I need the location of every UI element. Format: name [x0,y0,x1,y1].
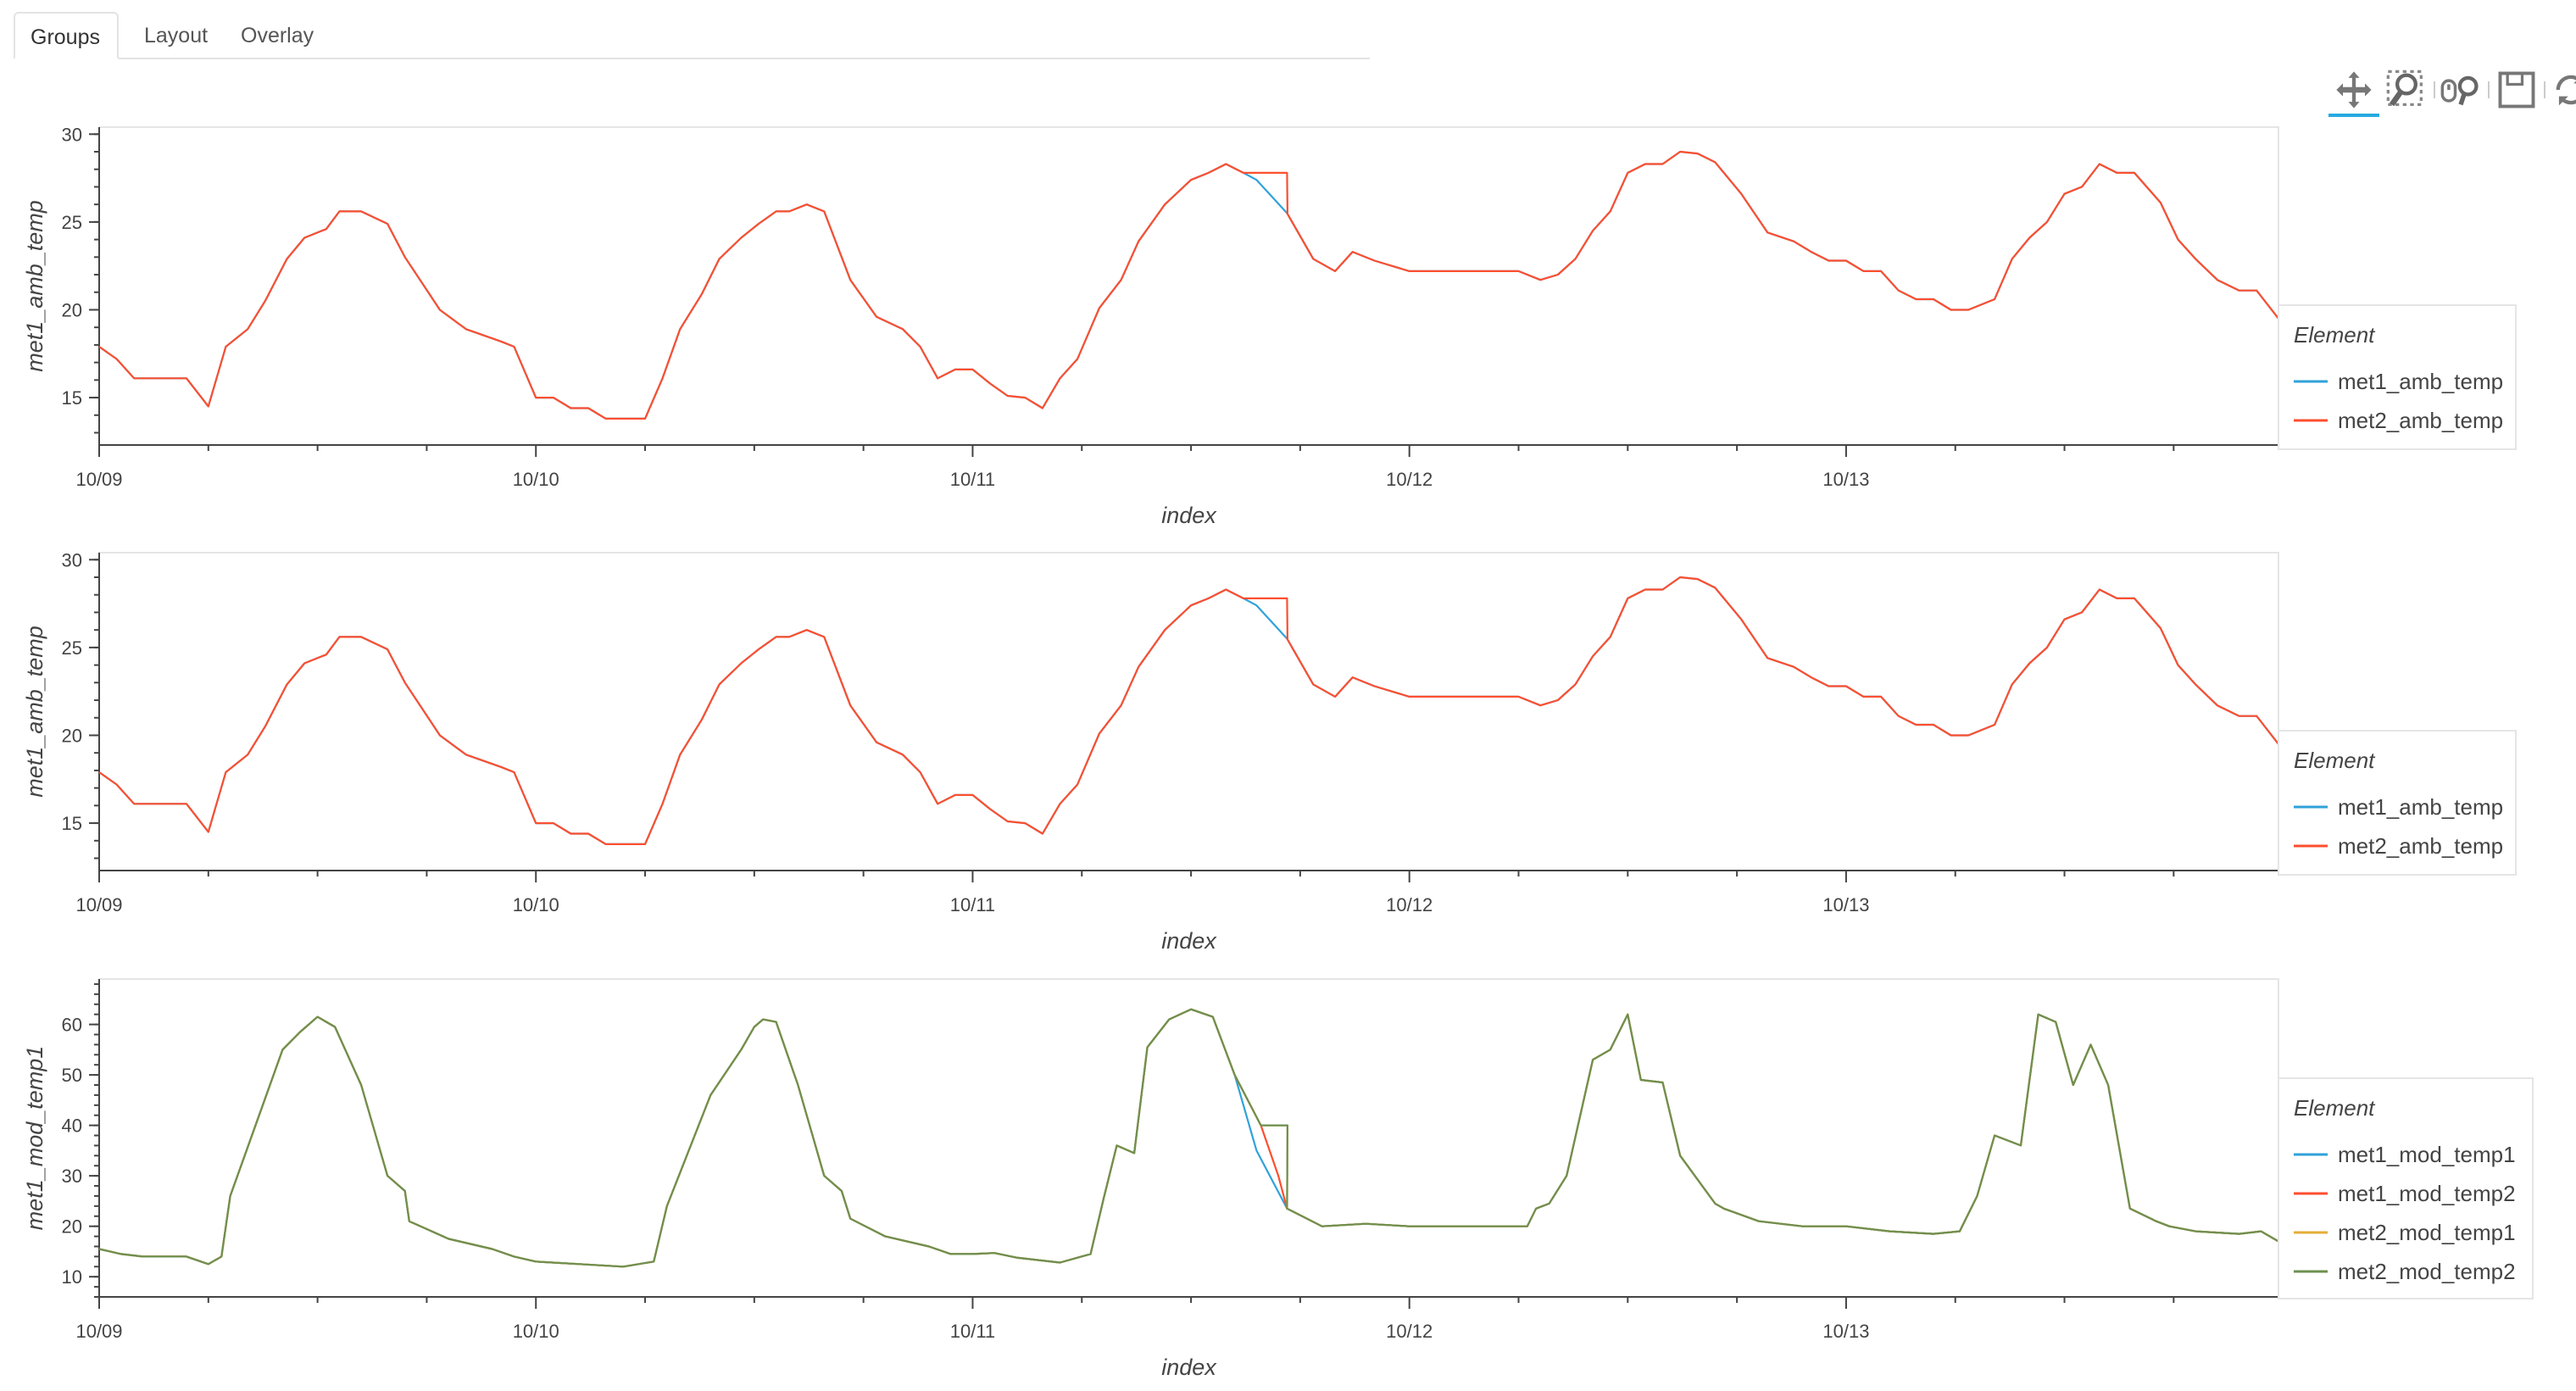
x-tick-label: 10/13 [1822,1321,1869,1342]
y-tick-label: 30 [62,1166,82,1187]
x-tick-label: 10/12 [1386,894,1433,915]
x-axis-label: index [1161,503,1217,528]
tab-layout[interactable]: Layout [144,24,209,47]
legend-item-label: met1_mod_temp1 [2338,1142,2516,1167]
legend-box [2278,304,2517,450]
x-tick-label: 10/13 [1822,469,1869,490]
toolbar-separator [2434,81,2435,98]
x-tick-label: 10/11 [950,1321,995,1342]
x-tick-label: 10/10 [513,894,559,915]
legend-item-label: met2_amb_temp [2338,408,2503,433]
plot-frame [98,978,2279,1298]
x-tick-label: 10/09 [75,1321,122,1342]
legend-title: Element [2294,1095,2376,1121]
legend-item-label: met2_mod_temp2 [2338,1259,2516,1284]
y-tick-label: 15 [62,387,82,409]
y-tick-label: 20 [62,725,82,746]
tab-bar: Groups Layout Overlay [14,7,1370,59]
plot-frame [98,552,2279,871]
x-tick-label: 10/09 [75,469,122,490]
x-tick-label: 10/10 [513,469,559,490]
wheel-zoom-icon[interactable] [2439,68,2483,112]
y-tick-label: 40 [62,1116,82,1137]
legend-item-label: met1_amb_temp [2338,794,2503,820]
toolbar-separator [2488,81,2490,98]
x-tick-label: 10/09 [75,894,122,915]
legend-box [2278,730,2517,876]
plots-canvas: 15 20 25 30 10/09 10/10 10/11 10/12 10/13 index me… [22,124,2534,1380]
x-tick-label: 10/13 [1822,894,1869,915]
x-tick-label: 10/12 [1386,469,1433,490]
legend-item-label: met2_amb_temp [2338,833,2503,859]
pan-icon[interactable] [2328,68,2379,117]
tab-groups[interactable]: Groups [14,12,119,59]
series-line-met2-mod-temp2 [98,1008,2279,1268]
legend-item-label: met2_mod_temp1 [2338,1220,2516,1245]
legend-item-label: met1_mod_temp2 [2338,1181,2516,1206]
y-tick-label: 50 [62,1065,82,1086]
plot-toolbar [2186,61,2576,117]
toolbar-separator [2544,81,2545,98]
x-axis-label: index [1161,928,1217,954]
y-tick-label: 25 [62,212,82,233]
series-line-met2-amb-temp [98,150,2279,420]
y-tick-label: 15 [62,813,82,834]
y-tick-label: 25 [62,637,82,659]
y-tick-label: 20 [62,299,82,320]
legend-box [2278,1077,2534,1299]
y-axis-label: met1_amb_temp [22,200,47,372]
y-tick-label: 10 [62,1266,82,1288]
box-zoom-icon[interactable] [2384,68,2429,112]
legend-title: Element [2294,748,2376,773]
y-tick-label: 20 [62,1216,82,1238]
plot-frame [98,126,2279,446]
tab-overlay[interactable]: Overlay [241,24,314,47]
x-tick-label: 10/11 [950,469,995,490]
save-icon[interactable] [2495,68,2539,112]
series-line-met2-amb-temp [98,576,2279,846]
y-axis-label: met1_amb_temp [22,626,47,798]
legend-title: Element [2294,322,2376,348]
y-tick-label: 30 [62,549,82,570]
reset-icon[interactable] [2549,68,2576,112]
y-axis-label: met1_mod_temp1 [22,1046,47,1231]
y-tick-label: 30 [62,124,82,145]
y-tick-label: 60 [62,1015,82,1036]
x-tick-label: 10/12 [1386,1321,1433,1342]
legend-item-label: met1_amb_temp [2338,369,2503,394]
x-tick-label: 10/11 [950,894,995,915]
x-axis-label: index [1161,1355,1217,1380]
x-tick-label: 10/10 [513,1321,559,1342]
